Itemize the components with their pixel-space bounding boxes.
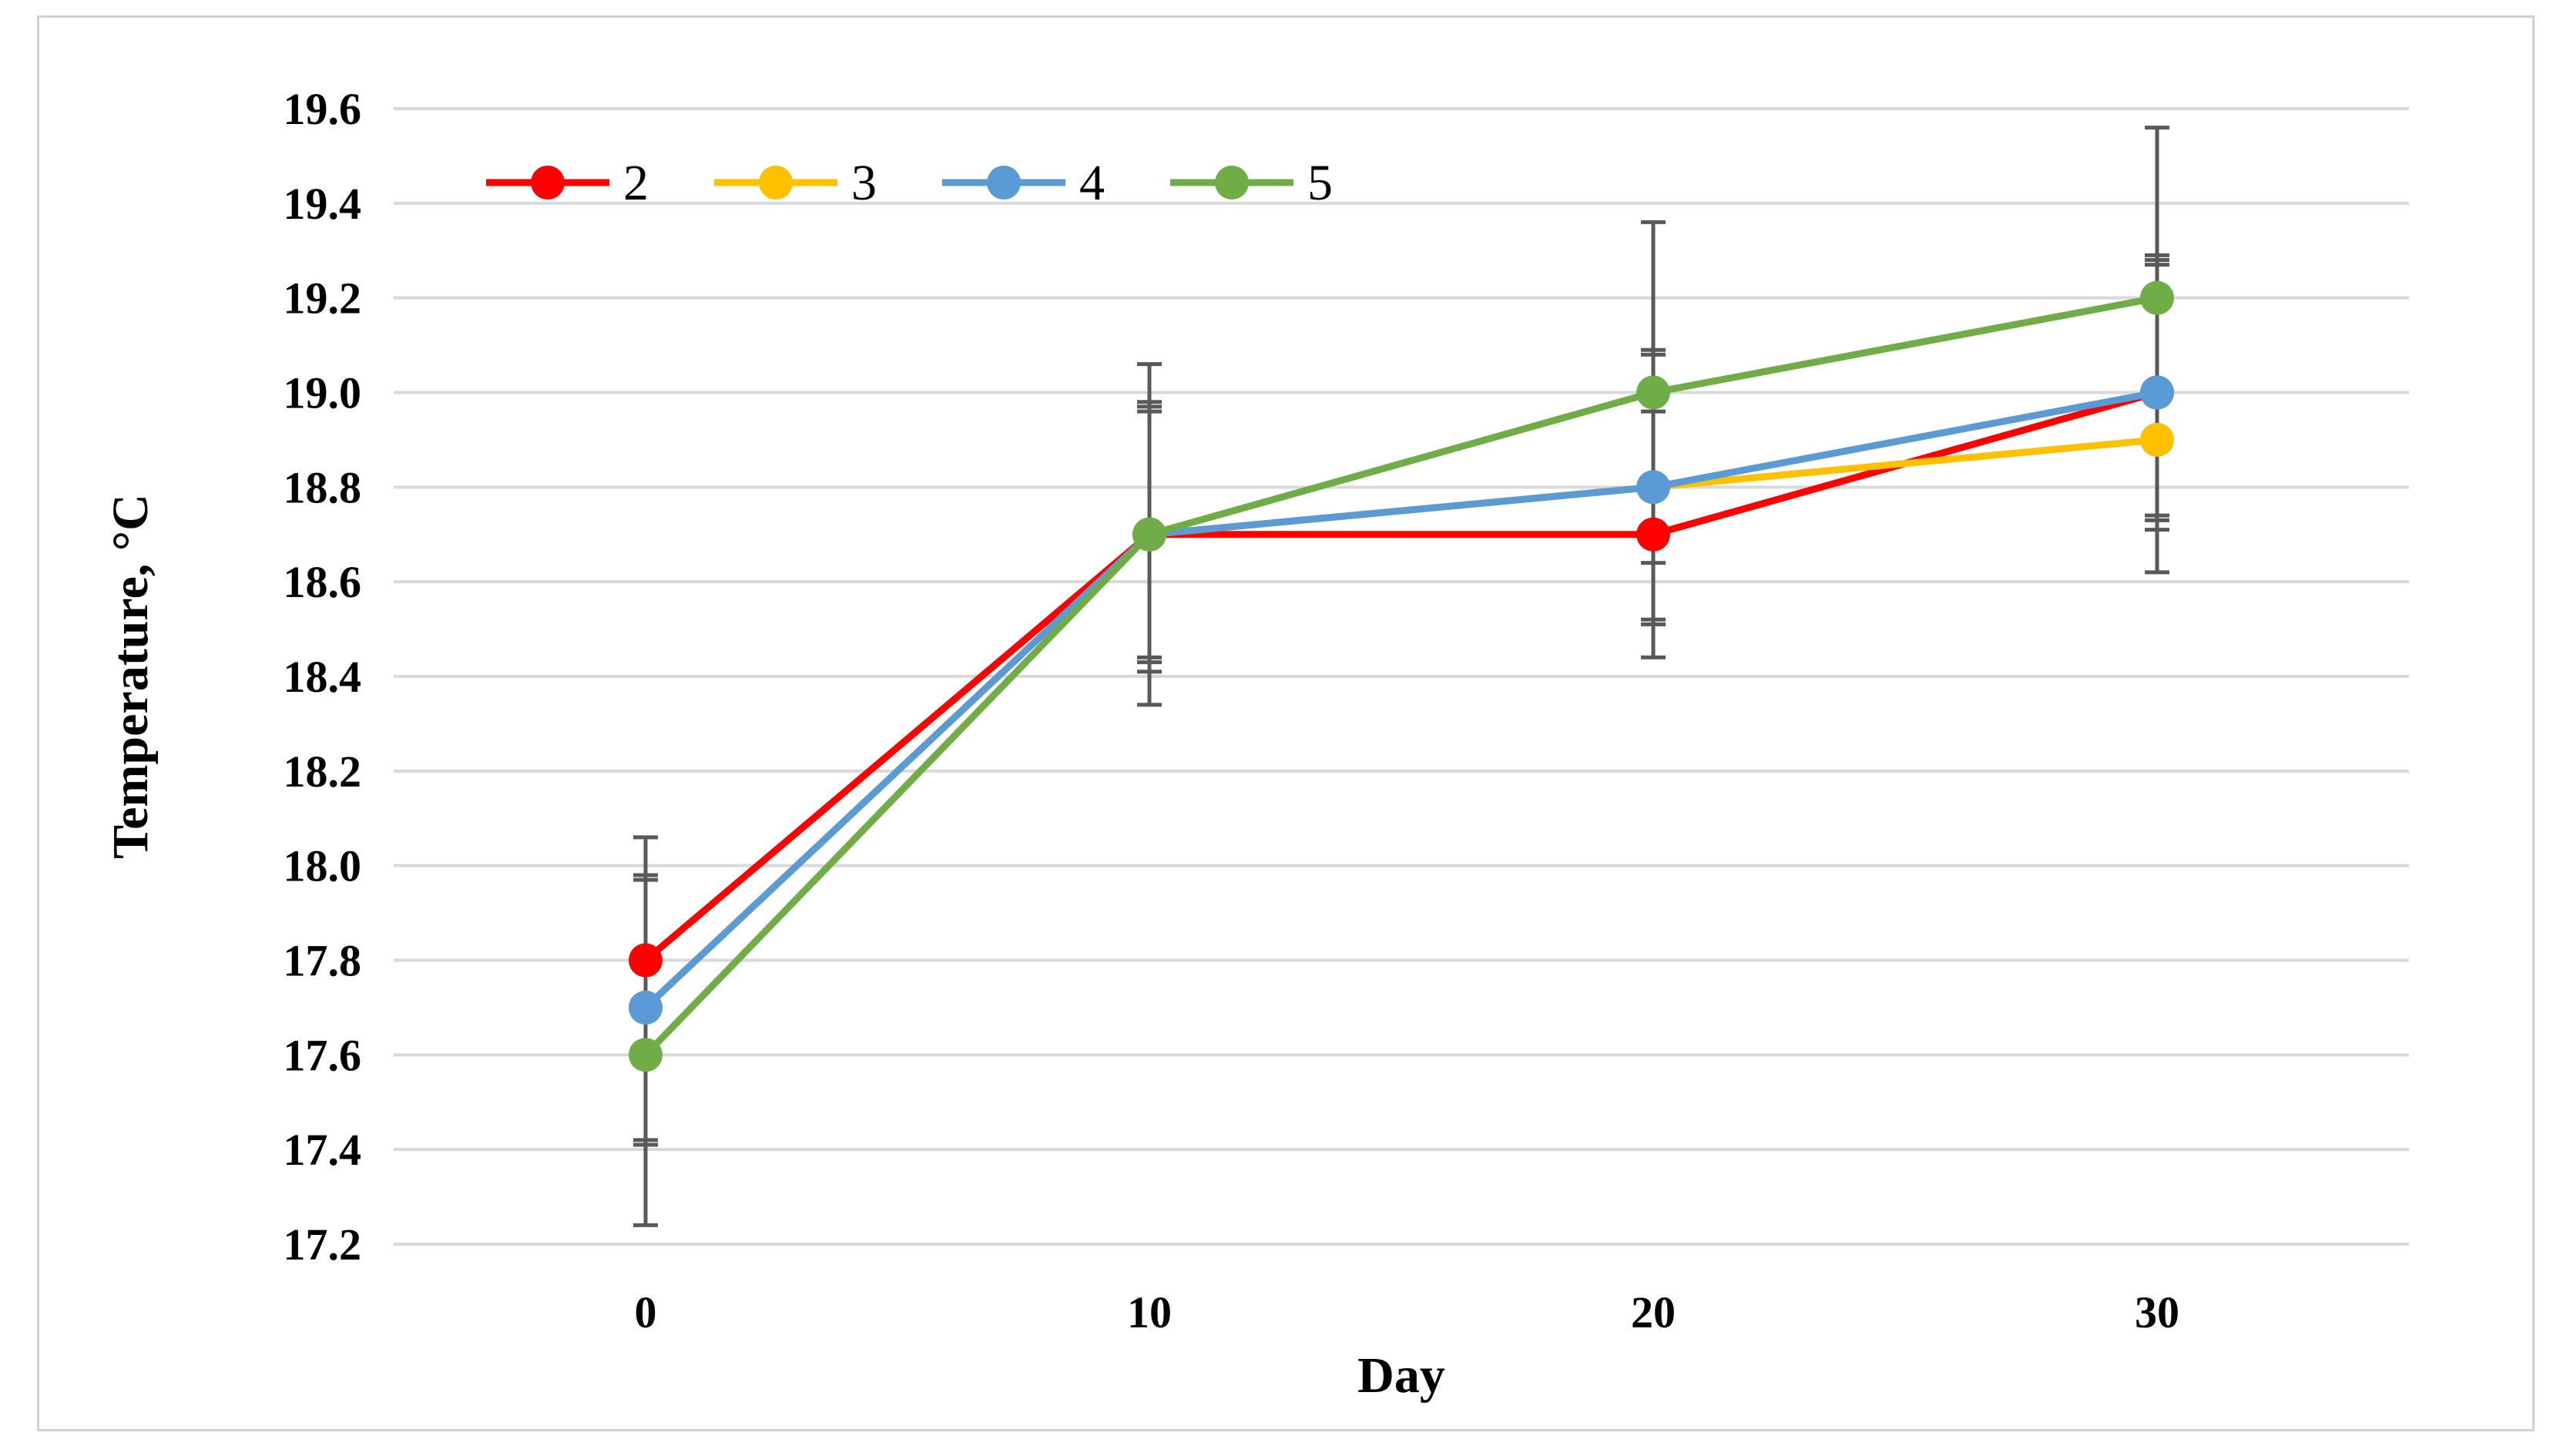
legend-marker-3 [759, 166, 793, 200]
data-point-3 [2140, 422, 2174, 457]
x-tick-label: 30 [2135, 1287, 2179, 1337]
legend-marker-5 [1215, 166, 1249, 200]
series-lines [629, 280, 2174, 1072]
y-tick-label: 17.6 [284, 1030, 362, 1080]
x-axis-tick-labels: 0 10 20 30 [635, 1287, 2180, 1337]
legend-label-3: 3 [851, 155, 877, 211]
gridlines [394, 107, 2409, 1246]
legend-label-2: 2 [623, 155, 649, 211]
x-tick-label: 10 [1127, 1287, 1172, 1337]
data-point-5 [1636, 375, 1670, 410]
y-tick-label: 18.8 [284, 462, 362, 512]
y-axis-title: Temperature, °C [102, 494, 159, 859]
y-tick-label: 19.2 [284, 273, 362, 324]
legend-label-5: 5 [1307, 155, 1333, 211]
data-point-4 [629, 990, 663, 1025]
y-axis-tick-labels: 17.2 17.4 17.6 17.8 18.0 18.2 18.4 18.6 18.8 19.0… [284, 84, 362, 1270]
y-tick-label: 18.6 [284, 557, 362, 607]
data-point-5 [1132, 517, 1166, 552]
data-point-4 [1636, 470, 1670, 505]
y-tick-label: 18.4 [284, 652, 362, 702]
y-tick-label: 17.4 [284, 1125, 362, 1175]
legend-marker-2 [531, 166, 565, 200]
series-line-5 [642, 294, 2158, 1058]
chart-frame: 17.2 17.4 17.6 17.8 18.0 18.2 18.4 18.6 18.8 19.0… [37, 15, 2535, 1431]
y-tick-label: 19.6 [284, 84, 362, 134]
y-tick-label: 19.4 [284, 179, 362, 229]
data-point-2 [629, 943, 663, 978]
legend-label-4: 4 [1079, 155, 1105, 211]
y-tick-label: 17.2 [284, 1219, 362, 1270]
y-tick-label: 19.0 [284, 368, 362, 418]
data-point-4 [2140, 375, 2174, 410]
chart: 17.2 17.4 17.6 17.8 18.0 18.2 18.4 18.6 18.8 19.0… [102, 84, 2409, 1404]
data-point-5 [629, 1038, 663, 1072]
legend: 2 3 4 5 [486, 155, 1333, 211]
x-tick-label: 20 [1631, 1287, 1676, 1337]
x-axis-title: Day [1357, 1347, 1445, 1404]
data-point-2 [1636, 517, 1670, 552]
y-tick-label: 18.0 [284, 841, 362, 891]
x-tick-label: 0 [635, 1287, 657, 1337]
legend-marker-4 [987, 166, 1021, 200]
y-tick-label: 17.8 [284, 936, 362, 986]
data-point-5 [2140, 280, 2174, 315]
y-tick-label: 18.2 [284, 746, 362, 797]
series-line-3 [642, 436, 2158, 1011]
series-line-4 [642, 389, 2158, 1011]
